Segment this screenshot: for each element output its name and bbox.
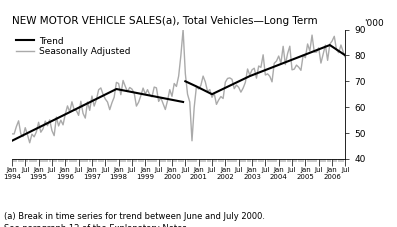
Text: See paragraph 12 of the Explanatory Notes.: See paragraph 12 of the Explanatory Note… [4,224,189,227]
Text: NEW MOTOR VEHICLE SALES(a), Total Vehicles—Long Term: NEW MOTOR VEHICLE SALES(a), Total Vehicl… [12,16,318,26]
Text: '000: '000 [364,19,384,28]
Text: (a) Break in time series for trend between June and July 2000.: (a) Break in time series for trend betwe… [4,212,265,221]
Legend: Trend, Seasonally Adjusted: Trend, Seasonally Adjusted [16,37,131,57]
